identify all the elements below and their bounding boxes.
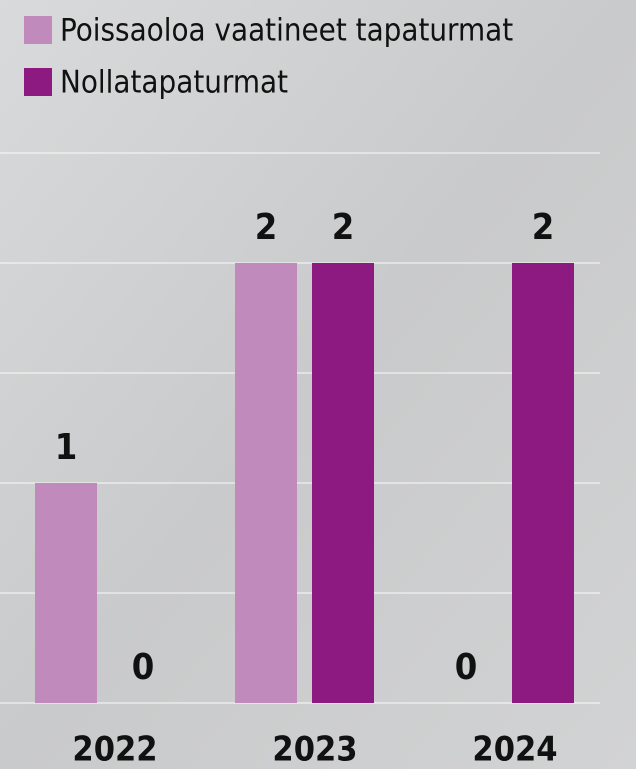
page: Poissaoloa vaatineet tapaturmat Nollatapa… xyxy=(0,0,636,769)
bar xyxy=(235,263,297,703)
legend-swatch xyxy=(24,16,52,44)
x-tick-label: 2024 xyxy=(472,730,557,769)
value-label: 2 xyxy=(255,207,278,248)
legend-swatch xyxy=(24,68,52,96)
legend-label: Nollatapaturmat xyxy=(60,65,288,101)
bar xyxy=(512,263,574,703)
value-label: 0 xyxy=(132,647,155,688)
value-label: 1 xyxy=(55,427,78,468)
x-tick-label: 2023 xyxy=(272,730,357,769)
value-label: 2 xyxy=(332,207,355,248)
value-label: 0 xyxy=(455,647,478,688)
value-label: 2 xyxy=(532,207,555,248)
bar xyxy=(35,483,97,703)
x-tick-label: 2022 xyxy=(72,730,157,769)
chart: Poissaoloa vaatineet tapaturmat Nollatapa… xyxy=(0,0,636,769)
legend-label: Poissaoloa vaatineet tapaturmat xyxy=(60,13,513,49)
bar xyxy=(312,263,374,703)
